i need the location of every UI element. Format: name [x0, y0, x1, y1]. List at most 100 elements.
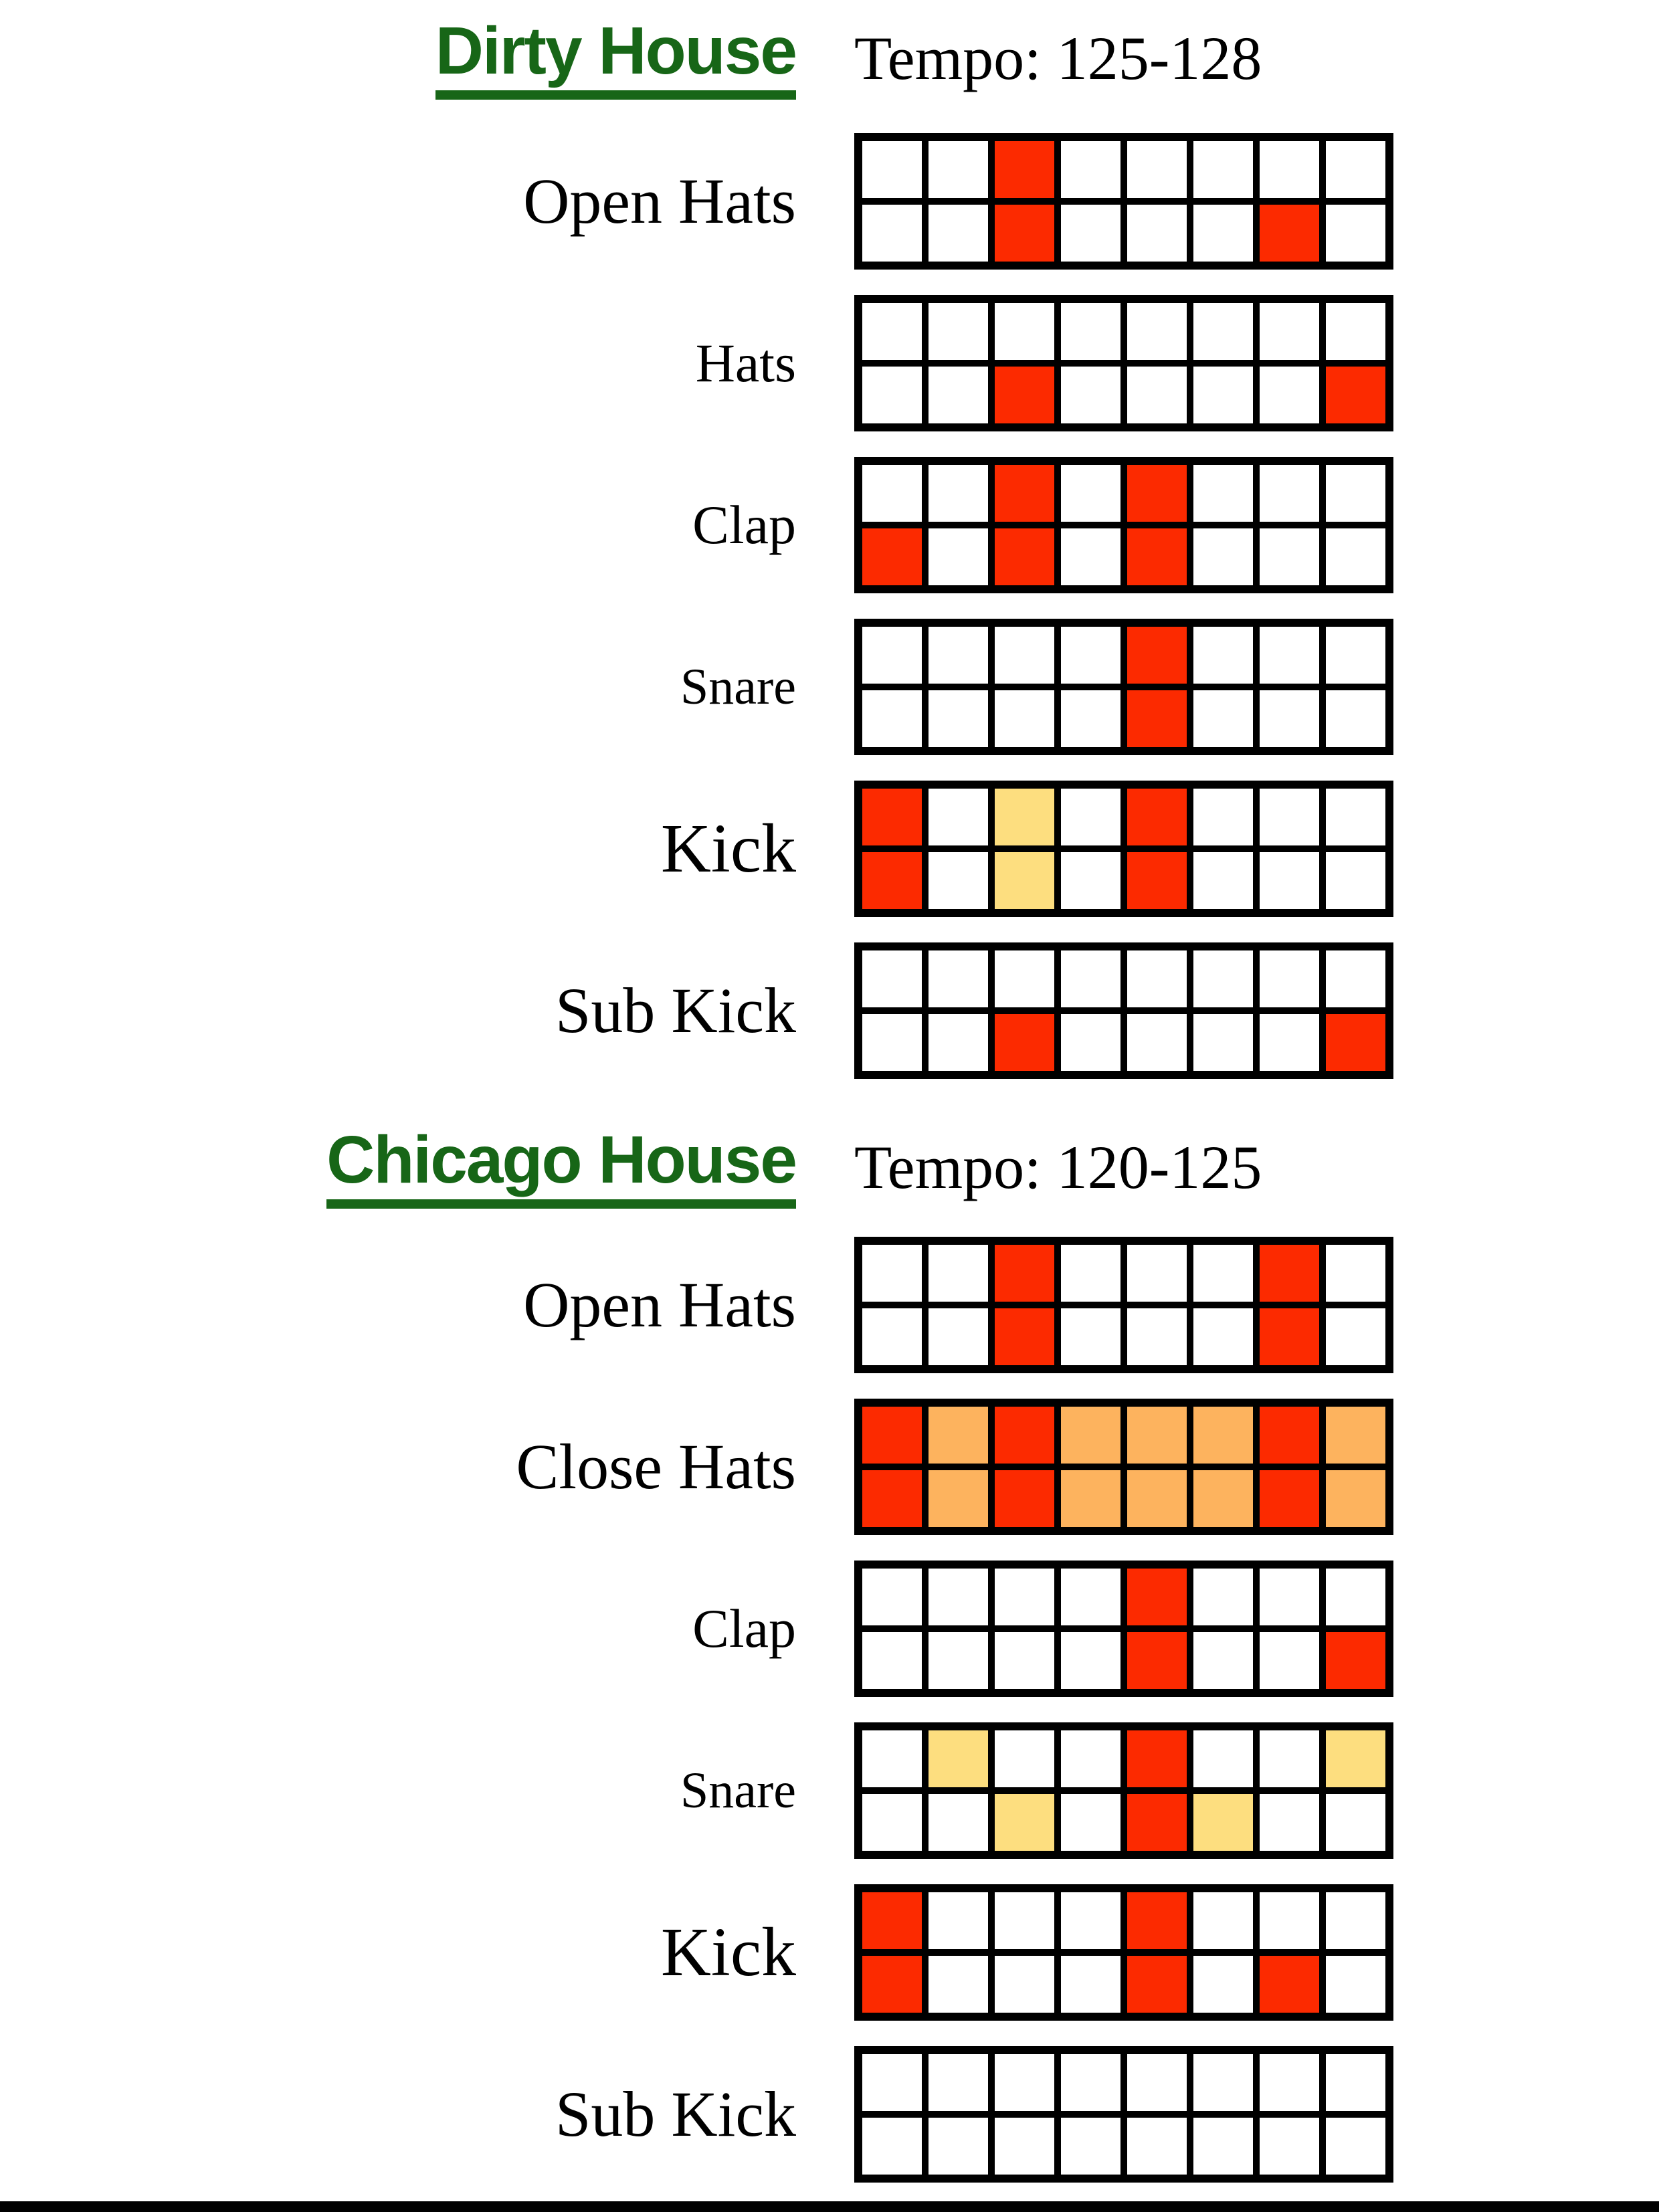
step-cell-empty	[991, 623, 1058, 687]
tempo-label: Tempo: 125-128	[854, 24, 1262, 92]
step-cell-yellow	[991, 785, 1058, 849]
step-cell-red	[991, 462, 1058, 525]
step-cell-empty	[1323, 2114, 1389, 2178]
step-cell-empty	[859, 300, 925, 363]
step-cell-empty	[1058, 1629, 1124, 1692]
step-cell-empty	[1190, 623, 1256, 687]
step-cell-empty	[1190, 2114, 1256, 2178]
step-cell-empty	[1058, 947, 1124, 1011]
step-cell-empty	[1058, 363, 1124, 427]
step-cell-empty	[1190, 1565, 1256, 1629]
step-cell-empty	[1190, 363, 1256, 427]
step-cell-red	[859, 849, 925, 912]
step-cell-red	[1124, 1791, 1190, 1854]
step-cell-empty	[1058, 300, 1124, 363]
step-cell-empty	[859, 201, 925, 265]
step-cell-red	[1124, 687, 1190, 750]
step-cell-empty	[1190, 300, 1256, 363]
section-header: Dirty House Tempo: 125-128	[0, 17, 1659, 100]
step-cell-red	[1256, 1403, 1323, 1467]
step-cell-empty	[1124, 1241, 1190, 1305]
step-cell-empty	[925, 687, 991, 750]
instrument-label: Kick	[660, 1914, 796, 1991]
step-cell-red	[1124, 785, 1190, 849]
step-cell-empty	[925, 300, 991, 363]
step-cell-empty	[1058, 525, 1124, 589]
step-cell-empty	[925, 1241, 991, 1305]
instrument-label: Clap	[692, 1598, 796, 1659]
step-cell-red	[859, 785, 925, 849]
step-cell-empty	[1256, 849, 1323, 912]
step-cell-red	[1124, 462, 1190, 525]
step-cell-empty	[1190, 462, 1256, 525]
step-cell-red	[991, 201, 1058, 265]
instrument-label: Open Hats	[523, 165, 796, 237]
step-cell-red	[1124, 623, 1190, 687]
step-grid	[854, 619, 1393, 755]
instrument-label: Clap	[692, 494, 796, 555]
step-cell-red	[859, 1403, 925, 1467]
step-cell-empty	[1323, 687, 1389, 750]
step-cell-empty	[991, 1889, 1058, 1952]
step-cell-empty	[1190, 1889, 1256, 1952]
step-cell-empty	[1256, 785, 1323, 849]
step-cell-empty	[925, 1791, 991, 1854]
step-cell-red	[1323, 1629, 1389, 1692]
step-cell-empty	[1058, 1011, 1124, 1074]
step-cell-empty	[859, 1241, 925, 1305]
tempo-label: Tempo: 120-125	[854, 1133, 1262, 1201]
step-cell-empty	[1058, 1791, 1124, 1854]
step-cell-empty	[1323, 300, 1389, 363]
step-cell-empty	[1256, 1889, 1323, 1952]
step-cell-red	[1323, 363, 1389, 427]
step-cell-empty	[991, 1727, 1058, 1791]
step-cell-empty	[1190, 947, 1256, 1011]
step-cell-empty	[1124, 363, 1190, 427]
step-cell-empty	[1190, 138, 1256, 201]
step-cell-red	[991, 1305, 1058, 1369]
step-cell-empty	[859, 138, 925, 201]
section-title: Chicago House	[326, 1126, 797, 1209]
instrument-label: Kick	[660, 810, 796, 887]
step-cell-empty	[1058, 462, 1124, 525]
step-cell-empty	[1256, 525, 1323, 589]
step-cell-empty	[1058, 849, 1124, 912]
step-cell-empty	[1256, 687, 1323, 750]
step-grid	[854, 1561, 1393, 1697]
step-cell-empty	[859, 947, 925, 1011]
step-cell-yellow	[991, 849, 1058, 912]
step-cell-empty	[925, 849, 991, 912]
step-cell-empty	[1323, 1241, 1389, 1305]
step-cell-orange	[1190, 1403, 1256, 1467]
step-cell-empty	[859, 687, 925, 750]
step-cell-empty	[1190, 1305, 1256, 1369]
instrument-label: Snare	[680, 659, 796, 715]
step-cell-red	[1124, 525, 1190, 589]
step-cell-empty	[1323, 1305, 1389, 1369]
step-cell-empty	[1190, 525, 1256, 589]
step-cell-empty	[1058, 1241, 1124, 1305]
step-cell-empty	[991, 687, 1058, 750]
step-cell-red	[1124, 1952, 1190, 2016]
step-cell-red	[991, 138, 1058, 201]
step-cell-empty	[1058, 1952, 1124, 2016]
step-cell-red	[1124, 1889, 1190, 1952]
step-cell-orange	[1124, 1467, 1190, 1530]
step-cell-red	[1124, 849, 1190, 912]
step-cell-empty	[1256, 623, 1323, 687]
step-cell-empty	[859, 363, 925, 427]
step-cell-empty	[1256, 947, 1323, 1011]
step-cell-orange	[1124, 1403, 1190, 1467]
step-cell-empty	[1323, 947, 1389, 1011]
step-cell-red	[1323, 1011, 1389, 1074]
step-cell-red	[859, 525, 925, 589]
step-grid	[854, 1722, 1393, 1859]
pattern-row: Snare	[0, 1722, 1659, 1859]
step-cell-empty	[1323, 1952, 1389, 2016]
step-cell-empty	[1124, 2114, 1190, 2178]
pattern-row: Kick	[0, 781, 1659, 917]
step-cell-empty	[925, 138, 991, 201]
step-grid	[854, 295, 1393, 431]
step-cell-empty	[1058, 1727, 1124, 1791]
